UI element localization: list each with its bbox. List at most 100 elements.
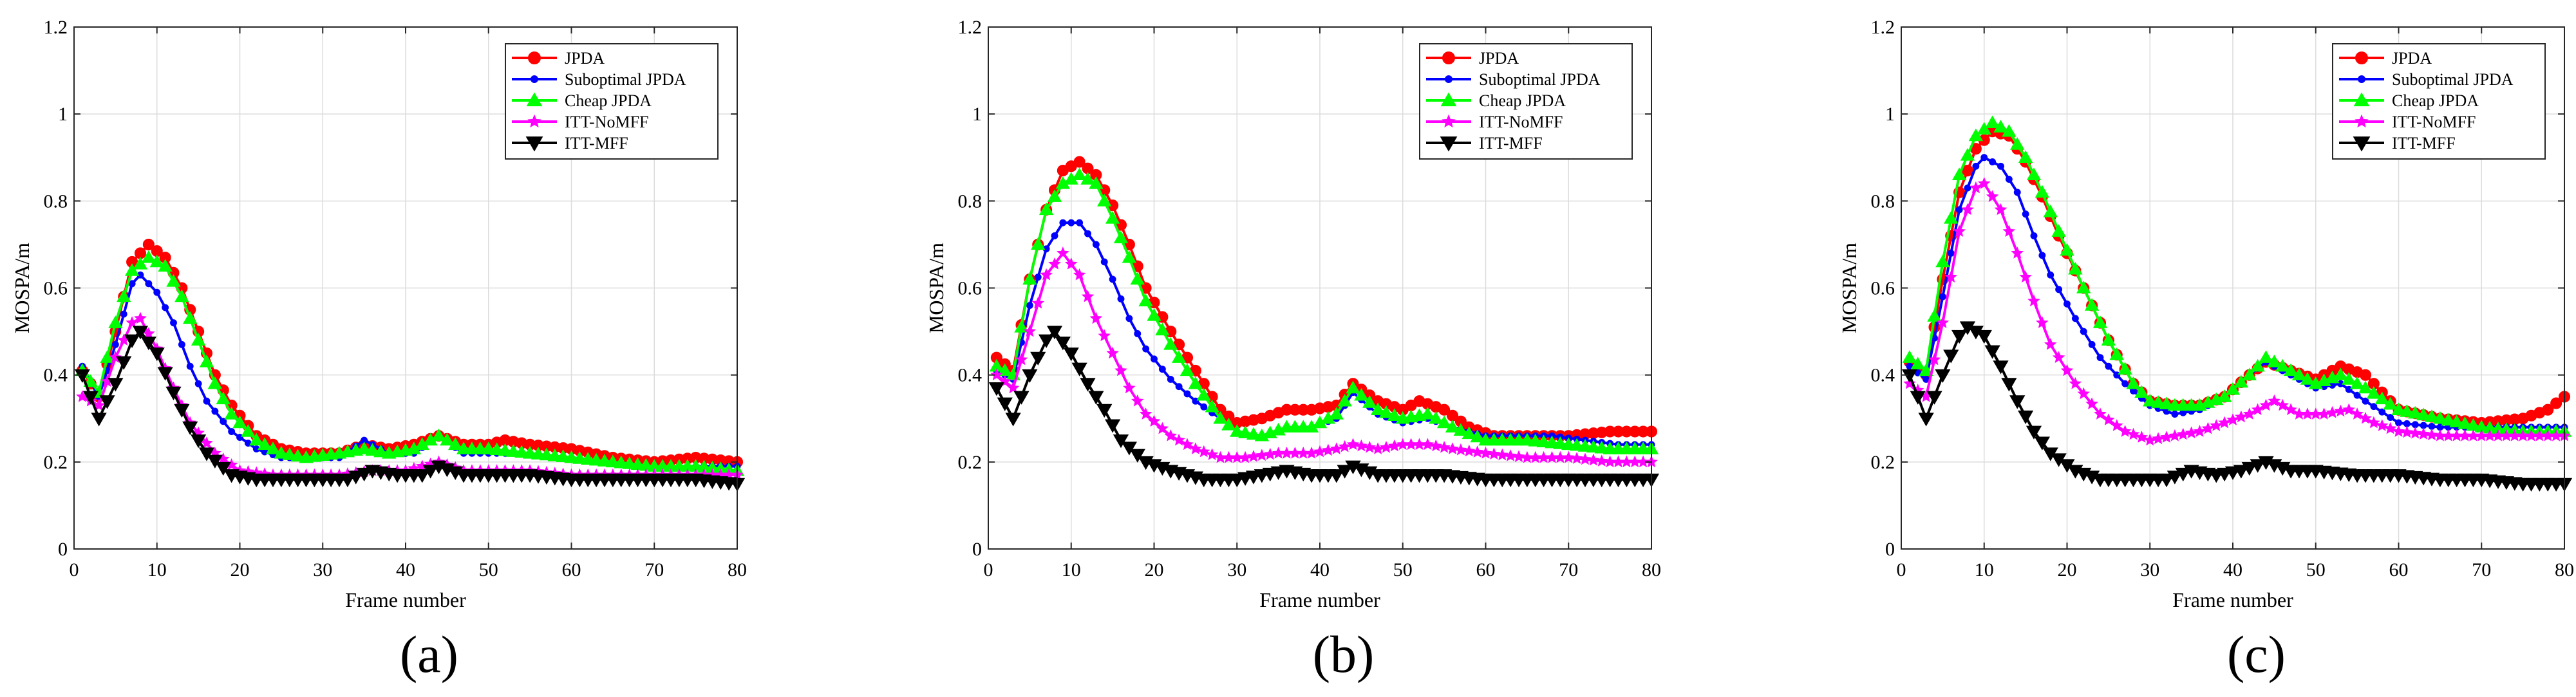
y-tick-label: 0.4 [958,365,982,386]
x-axis-label: Frame number [1259,588,1380,611]
point-suboptimal-jpda [1192,397,1199,405]
point-itt-mff [108,378,124,392]
point-suboptimal-jpda [2080,328,2087,335]
x-tick-label: 70 [2472,559,2491,581]
point-cheap-jpda [2391,402,2406,415]
point-itt-nomff [2060,364,2074,376]
point-cheap-jpda [124,263,140,276]
grid [988,27,1651,549]
grid [74,27,737,549]
point-cheap-jpda [1935,254,1950,268]
point-cheap-jpda [257,437,272,451]
point-suboptimal-jpda [1026,302,1033,309]
point-itt-nomff [2409,426,2422,439]
point-cheap-jpda [1354,387,1369,401]
point-cheap-jpda [2416,407,2431,421]
point-suboptimal-jpda [2055,286,2063,293]
point-suboptimal-jpda [236,434,243,441]
point-cheap-jpda [249,432,264,446]
point-itt-mff [1105,419,1121,433]
point-suboptimal-jpda [2005,176,2013,183]
legend-label-jpda: JPDA [1479,49,1519,68]
point-cheap-jpda [1536,434,1551,448]
point-itt-nomff [1928,353,1941,366]
point-suboptimal-jpda [1989,158,1997,165]
point-suboptimal-jpda [1117,295,1125,302]
chart-b: 0 10 20 30 40 50 60 70 80 0 0.2 0.4 0.6 0.8 1 1.2 Frame … [925,17,1661,611]
point-suboptimal-jpda [1167,375,1174,383]
point-itt-nomff [1114,364,1127,376]
point-suboptimal-jpda [1972,162,1980,170]
point-itt-nomff [2268,394,2281,407]
point-itt-mff [1055,337,1071,351]
point-cheap-jpda [2092,315,2108,328]
point-itt-nomff [1438,441,1451,453]
point-suboptimal-jpda [2345,386,2353,393]
x-tick-label: 80 [2555,559,2574,581]
chart-a: 0 10 20 30 40 50 60 70 80 0 0.2 0.4 0.6 0.8 1 1.2 Frame … [10,17,747,611]
point-cheap-jpda [1519,432,1535,446]
series-itt-mff [988,326,1660,488]
point-cheap-jpda [2043,204,2058,218]
legend-label-suboptimal-jpda: Suboptimal JPDA [565,70,686,89]
x-tick-label: 20 [1145,559,1164,581]
point-itt-nomff [1057,246,1069,259]
y-tick-label: 1 [1885,104,1895,125]
point-cheap-jpda [1420,407,1435,420]
x-tick-label: 20 [2058,559,2077,581]
point-itt-mff [215,461,231,476]
point-itt-nomff [1048,257,1061,270]
point-cheap-jpda [2143,393,2158,407]
point-itt-mff [1328,469,1344,483]
point-itt-nomff [2094,407,2107,420]
point-itt-mff [1071,362,1087,376]
point-itt-mff [2009,395,2026,409]
point-itt-mff [124,334,140,348]
point-itt-nomff [1421,438,1434,451]
point-itt-mff [1337,465,1353,479]
point-itt-nomff [2226,413,2239,425]
legend-marker-itt-nomff [1442,114,1456,128]
x-axis-label: Frame number [345,588,466,611]
point-itt-mff [422,465,438,479]
point-cheap-jpda [2026,167,2042,181]
legend: JPDA Suboptimal JPDA Cheap JPDA ITT-NoMFF IT… [2332,43,2546,160]
point-cheap-jpda [133,256,148,270]
legend-label-cheap-jpda: Cheap JPDA [2392,91,2479,110]
point-itt-nomff [1147,414,1161,427]
point-cheap-jpda [1080,172,1095,185]
point-cheap-jpda [2267,355,2282,367]
x-tick-label: 50 [479,559,498,581]
series-group [1901,115,2573,492]
point-cheap-jpda [1919,363,1933,376]
point-itt-nomff [2210,419,2223,431]
point-suboptimal-jpda [2064,300,2071,308]
point-itt-mff [182,421,198,436]
point-itt-nomff [200,436,213,449]
x-tick-label: 30 [313,559,332,581]
point-itt-mff [1976,330,1992,344]
point-cheap-jpda [2126,376,2141,389]
x-tick-label: 30 [1227,559,1246,581]
point-itt-nomff [1570,452,1583,464]
point-cheap-jpda [1577,439,1593,452]
point-itt-nomff [1338,440,1351,452]
y-tick-label: 0 [1885,539,1895,560]
point-itt-nomff [1462,444,1476,457]
point-suboptimal-jpda [120,310,127,318]
point-itt-mff [174,404,190,418]
point-itt-nomff [134,311,147,324]
point-suboptimal-jpda [1964,184,1971,192]
point-itt-mff [988,382,1004,396]
point-itt-mff [99,395,115,409]
point-cheap-jpda [1993,120,2008,133]
legend-marker-jpda [1442,51,1455,64]
point-itt-mff [2233,465,2249,479]
point-itt-nomff [2135,431,2148,443]
x-tick-label: 70 [1559,559,1578,581]
point-itt-mff [149,347,165,362]
point-cheap-jpda [2134,385,2149,398]
point-suboptimal-jpda [2038,252,2046,259]
series-group [988,156,1660,488]
point-cheap-jpda [117,289,131,302]
